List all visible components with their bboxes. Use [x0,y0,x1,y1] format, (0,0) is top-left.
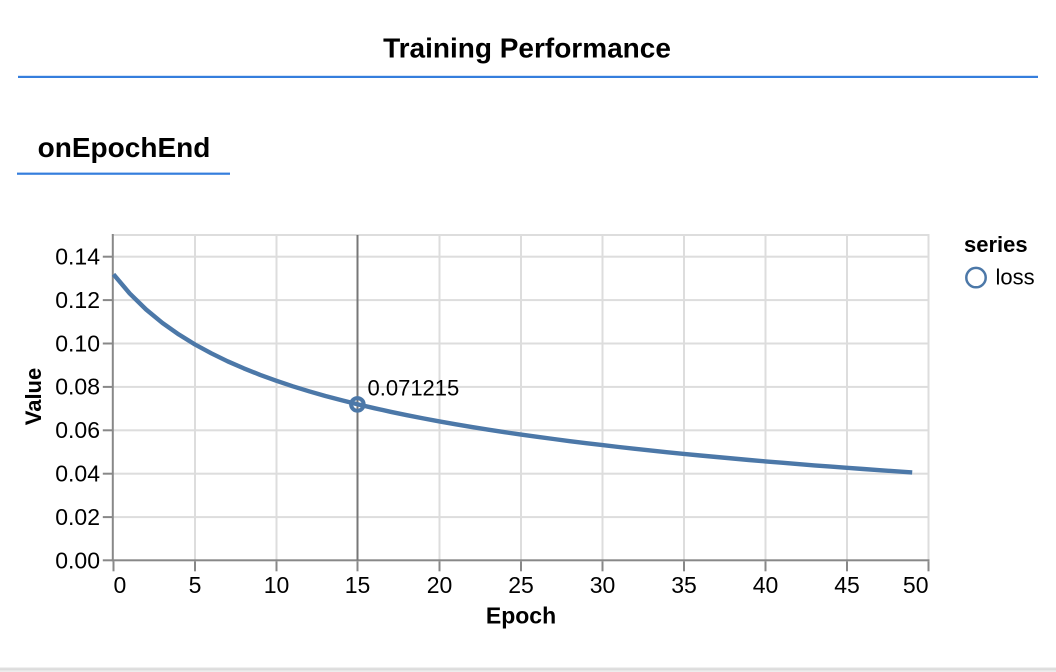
svg-text:0.02: 0.02 [55,504,100,530]
svg-text:Training Performance: Training Performance [383,33,671,64]
svg-text:10: 10 [264,572,290,598]
svg-text:30: 30 [590,572,616,598]
svg-text:5: 5 [189,572,202,598]
svg-text:series: series [964,232,1028,257]
svg-text:0.08: 0.08 [55,374,100,400]
svg-text:50: 50 [903,572,929,598]
svg-text:loss: loss [996,264,1035,289]
svg-text:40: 40 [753,572,779,598]
svg-text:0.10: 0.10 [55,330,100,356]
svg-text:0.06: 0.06 [55,417,100,443]
svg-text:0.00: 0.00 [55,547,100,573]
svg-text:25: 25 [508,572,534,598]
svg-text:Epoch: Epoch [486,603,556,629]
svg-text:35: 35 [671,572,697,598]
svg-text:onEpochEnd: onEpochEnd [38,132,211,163]
svg-text:0.12: 0.12 [55,287,100,313]
svg-text:0: 0 [114,572,127,598]
svg-text:0.071215: 0.071215 [368,376,460,401]
svg-text:20: 20 [427,572,453,598]
svg-text:0.14: 0.14 [55,244,100,270]
svg-text:15: 15 [345,572,371,598]
svg-text:45: 45 [834,572,860,598]
svg-text:0.04: 0.04 [55,461,100,487]
svg-text:Value: Value [21,368,46,425]
